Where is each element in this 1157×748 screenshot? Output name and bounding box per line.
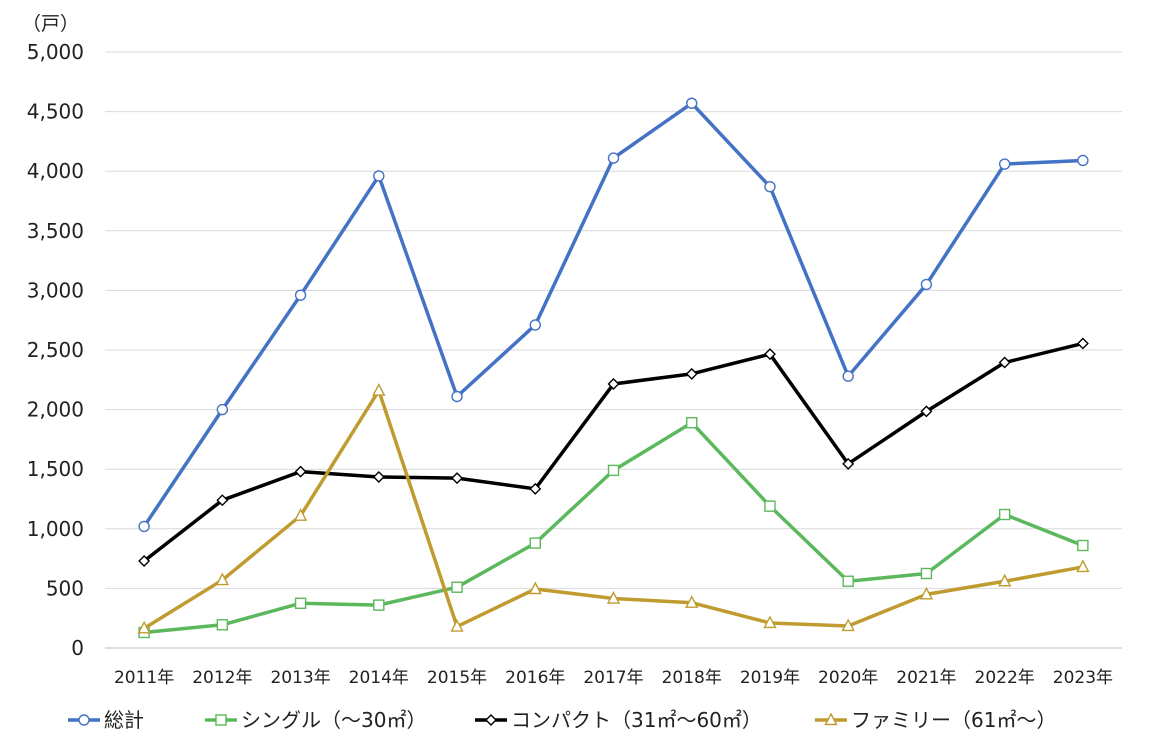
legend-item-3: コンパクト（31㎡～60㎡） bbox=[475, 708, 762, 732]
data-point bbox=[920, 278, 933, 291]
x-tick-label: 2015年 bbox=[427, 668, 487, 688]
data-point bbox=[841, 618, 855, 632]
data-point bbox=[373, 170, 385, 182]
series-lines bbox=[137, 97, 1090, 639]
x-tick-label: 2017年 bbox=[583, 668, 643, 688]
data-point bbox=[764, 500, 776, 512]
series-line bbox=[142, 101, 1083, 528]
y-tick-label: 1,000 bbox=[27, 517, 84, 541]
legend-item-2: シングル（～30㎡） bbox=[205, 708, 426, 732]
data-point bbox=[216, 403, 229, 416]
y-tick-label: 5,000 bbox=[27, 40, 84, 64]
data-point bbox=[607, 377, 620, 390]
data-point bbox=[607, 464, 620, 477]
data-point bbox=[138, 554, 151, 567]
gridlines bbox=[105, 51, 1122, 649]
y-tick-label: 1,500 bbox=[27, 457, 84, 481]
data-point bbox=[997, 573, 1012, 587]
data-point bbox=[606, 591, 621, 604]
data-point bbox=[215, 572, 230, 586]
data-point bbox=[998, 158, 1011, 170]
data-point bbox=[685, 367, 698, 380]
legend-marker bbox=[485, 714, 497, 726]
data-point bbox=[138, 520, 150, 533]
x-tick-label: 2021年 bbox=[896, 668, 956, 688]
y-tick-label: 4,500 bbox=[27, 100, 84, 124]
data-point bbox=[450, 619, 464, 632]
data-point bbox=[216, 494, 229, 507]
data-point bbox=[137, 620, 151, 634]
legend-item-1: 総計 bbox=[68, 708, 144, 732]
legend-label: シングル（～30㎡） bbox=[241, 708, 426, 732]
legend-marker bbox=[78, 714, 90, 726]
x-tick-label: 2019年 bbox=[740, 668, 800, 688]
y-axis-tick-labels: 0 500 1,000 1,500 2,000 2,500 3,000 3,500 4,000 4… bbox=[27, 40, 84, 660]
x-tick-label: 2022年 bbox=[975, 668, 1035, 688]
data-point bbox=[686, 417, 698, 429]
data-point bbox=[686, 97, 698, 109]
data-point bbox=[294, 597, 307, 609]
x-tick-label: 2014年 bbox=[349, 668, 409, 688]
legend-item-4: ファミリー（61㎡～） bbox=[815, 708, 1056, 732]
legend-label: 総計 bbox=[104, 708, 144, 732]
data-point bbox=[842, 457, 855, 470]
y-tick-label: 2,500 bbox=[27, 338, 84, 362]
data-point bbox=[529, 482, 542, 495]
legend-marker bbox=[215, 714, 227, 726]
series-1 bbox=[138, 97, 1089, 533]
y-tick-label: 2,000 bbox=[27, 398, 84, 422]
data-point bbox=[294, 465, 307, 478]
x-tick-label: 2016年 bbox=[505, 668, 565, 688]
series-4 bbox=[137, 383, 1090, 634]
y-axis-unit-label: （戸） bbox=[22, 13, 79, 35]
x-axis-tick-labels: 2011年 2012年 2013年 2014年 2015年 2016年 2017年 2018年… bbox=[114, 668, 1113, 688]
y-tick-label: 4,000 bbox=[27, 159, 84, 183]
data-point bbox=[373, 599, 385, 611]
legend-label: ファミリー（61㎡～） bbox=[851, 708, 1056, 732]
y-tick-label: 3,000 bbox=[27, 278, 84, 302]
data-point bbox=[293, 508, 308, 521]
x-tick-label: 2023年 bbox=[1053, 668, 1113, 688]
data-point bbox=[998, 356, 1011, 369]
data-point bbox=[998, 508, 1011, 521]
data-point bbox=[451, 581, 463, 593]
legend: 総計 シングル（～30㎡） コンパクト（31㎡～60㎡） ファミリー（61㎡～） bbox=[68, 708, 1056, 732]
x-tick-label: 2012年 bbox=[192, 668, 252, 688]
legend-marker bbox=[824, 712, 838, 726]
data-point bbox=[528, 581, 542, 595]
data-point bbox=[451, 390, 463, 403]
data-point bbox=[1077, 154, 1089, 167]
data-point bbox=[294, 289, 307, 301]
data-point bbox=[607, 152, 620, 164]
series-2 bbox=[138, 417, 1089, 639]
data-point bbox=[764, 180, 776, 193]
data-point bbox=[842, 575, 854, 587]
data-point bbox=[1076, 559, 1090, 573]
data-point bbox=[372, 470, 385, 483]
series-3 bbox=[138, 337, 1089, 567]
data-point bbox=[216, 619, 229, 631]
data-point bbox=[1076, 337, 1089, 350]
data-point bbox=[529, 319, 541, 331]
data-point bbox=[685, 595, 699, 608]
legend-label: コンパクト（31㎡～60㎡） bbox=[511, 708, 762, 732]
data-point bbox=[763, 615, 777, 629]
y-tick-label: 3,500 bbox=[27, 219, 84, 243]
data-point bbox=[919, 586, 934, 600]
data-point bbox=[920, 567, 933, 580]
data-point bbox=[842, 370, 854, 382]
data-point bbox=[920, 405, 933, 418]
data-point bbox=[372, 383, 386, 396]
x-tick-label: 2020年 bbox=[818, 668, 878, 688]
data-point bbox=[451, 472, 464, 485]
data-point bbox=[529, 537, 541, 549]
y-tick-label: 500 bbox=[46, 576, 84, 600]
x-tick-label: 2013年 bbox=[270, 668, 330, 688]
y-tick-label: 0 bbox=[71, 636, 84, 660]
x-tick-label: 2018年 bbox=[662, 668, 722, 688]
data-point bbox=[763, 348, 776, 361]
data-point bbox=[1077, 539, 1089, 552]
x-tick-label: 2011年 bbox=[114, 668, 174, 688]
